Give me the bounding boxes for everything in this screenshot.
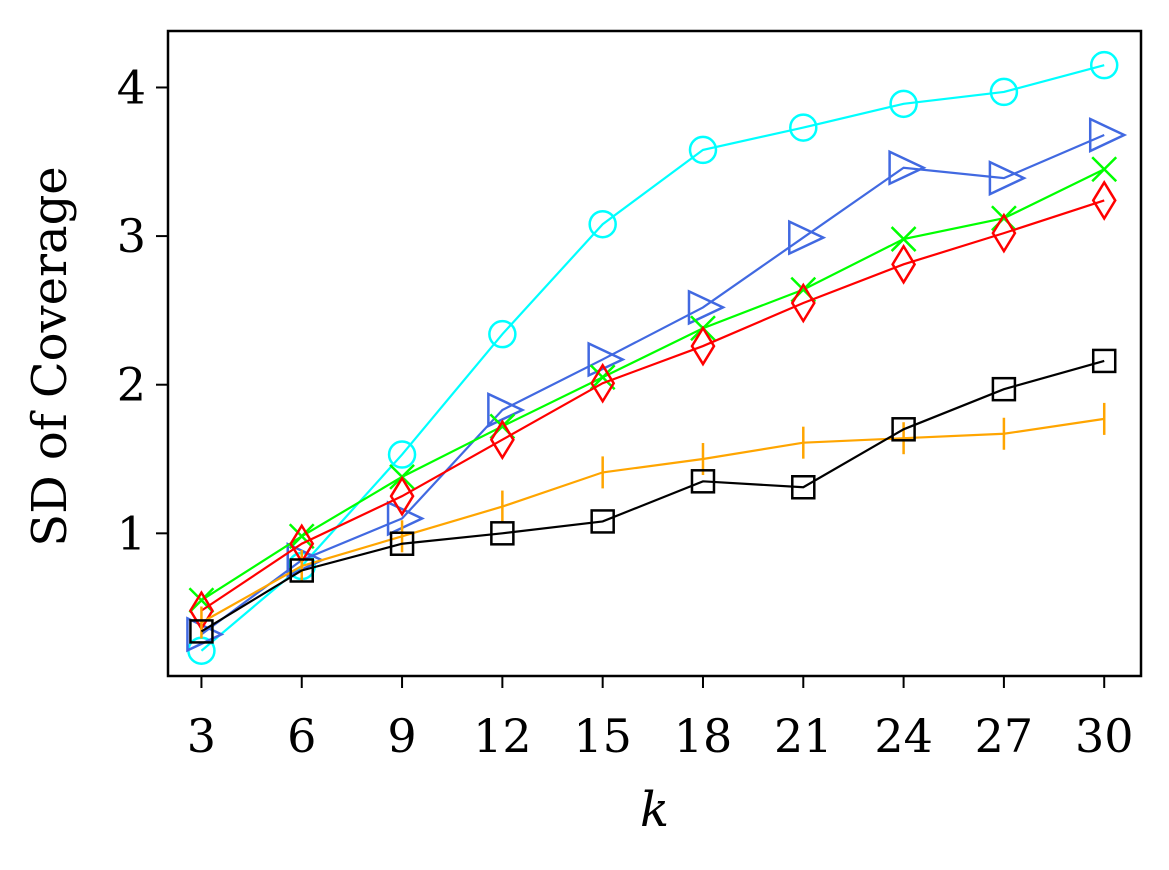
data-point [989, 77, 1019, 107]
x-tick-label: 6 [287, 709, 316, 763]
data-point [490, 521, 515, 546]
data-point [888, 149, 927, 186]
data-point [1089, 50, 1119, 80]
data-point [587, 341, 626, 378]
x-tick-label: 12 [473, 709, 532, 763]
data-point [690, 325, 716, 367]
data-point [489, 419, 515, 461]
series-x [188, 156, 1118, 614]
data-point [286, 542, 325, 579]
x-axis-title: k [640, 782, 669, 838]
data-point [589, 364, 616, 391]
series-vline [200, 402, 1106, 639]
data-point [1091, 348, 1117, 374]
data-point [690, 469, 716, 494]
data-point [389, 475, 415, 517]
y-tick-label: 1 [117, 506, 146, 560]
data-point [289, 558, 314, 583]
x-tick-label: 30 [1075, 709, 1134, 763]
series-diamond [188, 180, 1117, 632]
series-circle [187, 50, 1119, 665]
data-point [890, 226, 917, 252]
x-tick-label: 21 [774, 709, 833, 763]
plot-frame [166, 29, 1143, 678]
data-point [1091, 180, 1117, 221]
data-point [1091, 156, 1118, 183]
series-line [200, 417, 1105, 624]
data-point [590, 509, 615, 534]
series-layer [186, 50, 1128, 665]
y-tick-label: 2 [117, 358, 146, 412]
y-axis-title: SD of Coverage [22, 166, 78, 546]
series-line [200, 199, 1105, 612]
series-line [200, 359, 1105, 633]
data-point [488, 319, 517, 349]
data-point [189, 619, 214, 644]
series-triangle-right [186, 117, 1128, 653]
x-tick-label: 3 [187, 709, 216, 763]
data-point [790, 282, 816, 324]
data-point [991, 376, 1017, 402]
x-tick-label: 9 [387, 709, 416, 763]
data-point [688, 135, 718, 165]
y-tick-label: 4 [117, 60, 146, 114]
series-line [200, 168, 1105, 602]
series-line [200, 64, 1105, 652]
data-point [188, 587, 215, 614]
data-point [988, 160, 1027, 197]
x-tick-label: 18 [674, 709, 733, 763]
data-point [389, 531, 415, 556]
data-point [288, 523, 315, 550]
data-point [687, 289, 726, 326]
data-point [387, 440, 417, 469]
series-line [200, 134, 1105, 636]
data-point [1088, 117, 1128, 154]
data-point [590, 362, 616, 404]
data-point [788, 219, 827, 256]
x-tick-label: 15 [573, 709, 632, 763]
x-tick-label: 24 [874, 709, 933, 763]
data-point [991, 212, 1017, 254]
data-point [891, 417, 916, 442]
data-point [791, 475, 816, 500]
y-tick-label: 3 [117, 209, 146, 263]
x-tick-label: 27 [975, 709, 1034, 763]
data-point [891, 243, 917, 285]
series-square [189, 348, 1117, 644]
data-point [487, 392, 526, 428]
data-point [789, 113, 818, 142]
data-point [588, 209, 617, 239]
data-point [889, 89, 918, 119]
